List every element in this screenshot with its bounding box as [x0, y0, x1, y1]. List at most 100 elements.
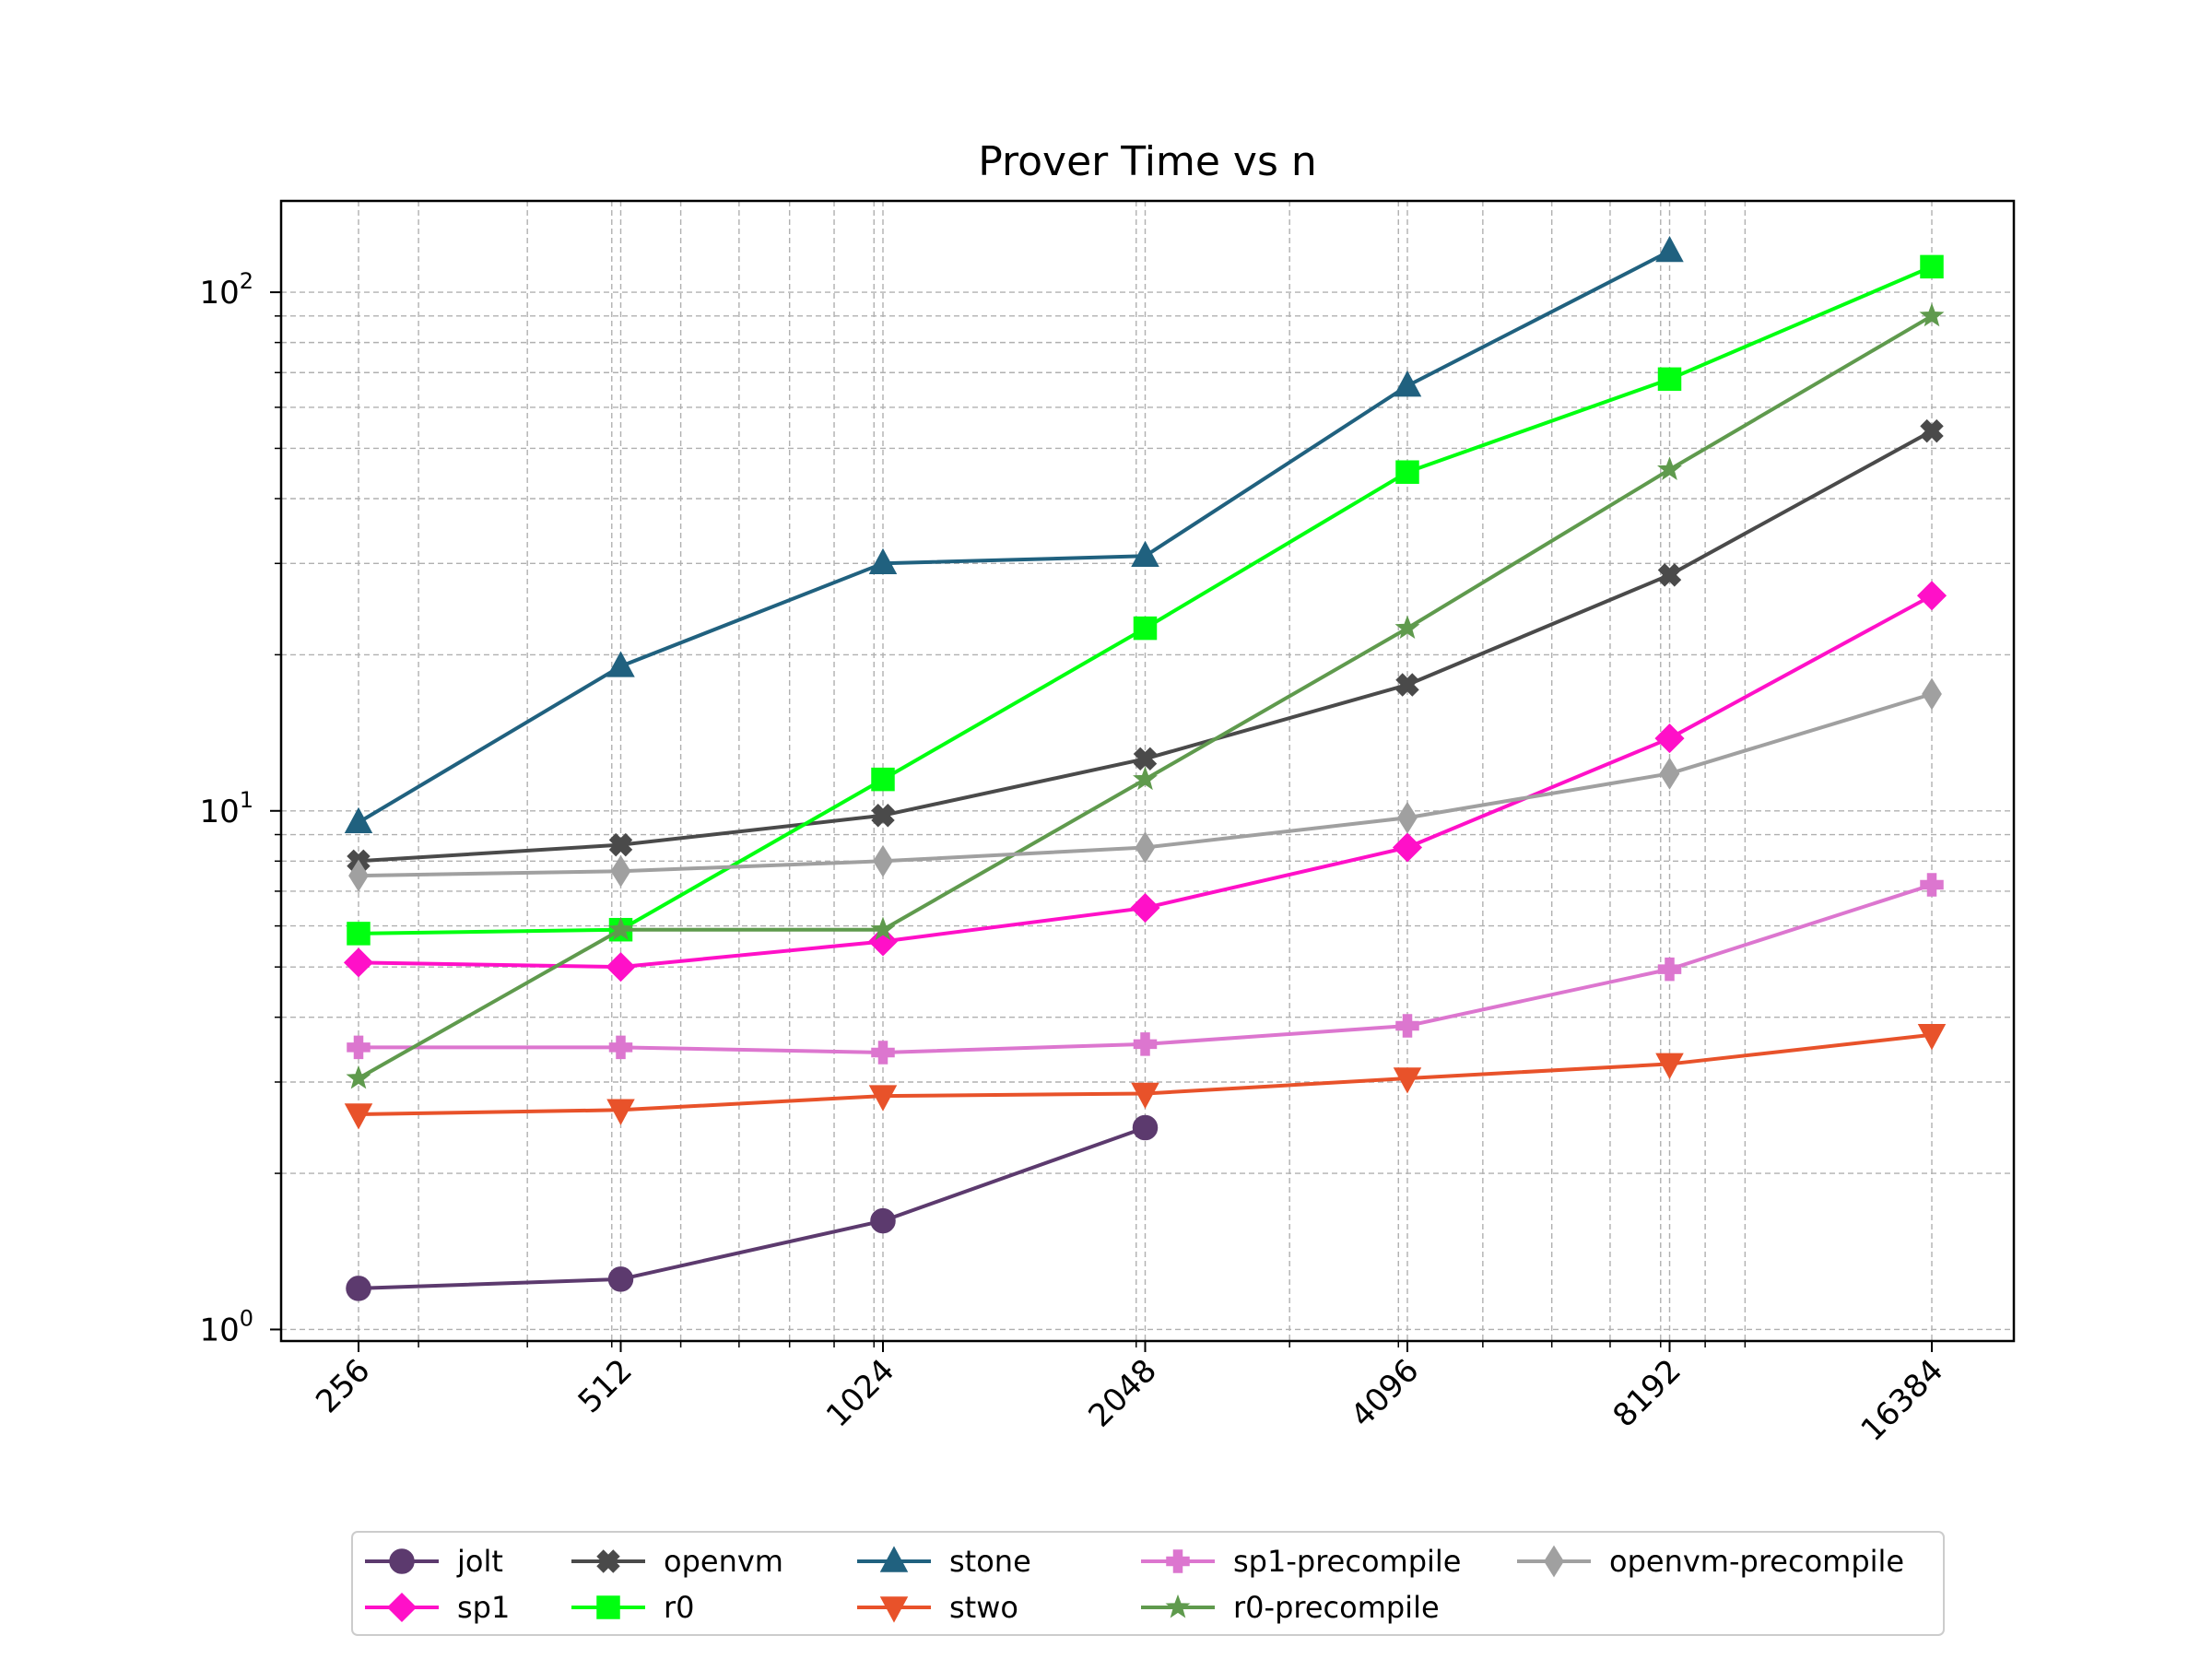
x-tick-label: 1024 [819, 1352, 901, 1434]
x-tick-label: 2048 [1081, 1352, 1163, 1434]
data-point-sp1 [1130, 892, 1160, 924]
data-point-stwo [1655, 1053, 1684, 1080]
data-point-sp1-precompile [347, 1035, 371, 1060]
data-point-stone [1655, 235, 1684, 263]
data-point-sp1 [867, 926, 899, 957]
legend-marker [596, 1549, 620, 1573]
data-point-openvm-precompile [610, 854, 631, 888]
legend-marker [1544, 1545, 1564, 1578]
chart-title: Prover Time vs n [978, 138, 1317, 185]
legend-label: stone [949, 1544, 1031, 1579]
grid-layer [281, 201, 2014, 1341]
data-point-stwo [1131, 1082, 1159, 1110]
data-point-openvm [1395, 673, 1419, 697]
legend-label: sp1 [457, 1590, 510, 1625]
series-openvm [347, 418, 1944, 874]
data-point-stwo [344, 1103, 373, 1130]
x-tick-label: 8192 [1606, 1352, 1688, 1434]
data-point-sp1 [1916, 581, 1947, 611]
data-point-openvm [1133, 747, 1158, 771]
series-layer [343, 235, 1947, 1301]
data-point-openvm-precompile [873, 844, 893, 877]
y-tick-label: 102 [199, 268, 253, 312]
data-point-jolt [607, 1266, 634, 1292]
x-tick-label: 512 [571, 1352, 640, 1420]
data-point-stwo [606, 1099, 635, 1125]
legend-marker [879, 1546, 909, 1572]
data-point-jolt [870, 1207, 896, 1234]
data-point-r0-precompile [1133, 766, 1158, 791]
legend-label: r0 [664, 1590, 695, 1625]
legend-box [351, 1531, 1945, 1636]
legend-label: jolt [456, 1544, 503, 1579]
data-point-stwo [1393, 1067, 1422, 1094]
legend-marker [879, 1596, 909, 1623]
series-stwo [344, 1023, 1947, 1130]
series-r0-precompile [346, 302, 1945, 1089]
x-tick-label: 16384 [1854, 1352, 1951, 1449]
legend-item-sp1-precompile: sp1-precompile [1141, 1544, 1461, 1579]
series-line-r0-precompile [358, 314, 1934, 1080]
data-point-r0 [1395, 460, 1419, 484]
data-point-sp1 [343, 947, 374, 978]
legend-label: openvm-precompile [1609, 1544, 1904, 1579]
data-point-r0 [347, 922, 371, 946]
data-point-openvm-precompile [1659, 757, 1680, 790]
legend-label: r0-precompile [1233, 1590, 1440, 1625]
legend-label: openvm [664, 1544, 783, 1579]
x-tick-label: 256 [309, 1352, 377, 1420]
legend-item-openvm: openvm [571, 1544, 783, 1579]
legend-label: stwo [949, 1590, 1018, 1625]
plot-frame [279, 199, 2016, 1343]
data-point-stone [606, 651, 635, 677]
legend-item-jolt: jolt [365, 1544, 503, 1579]
data-point-sp1-precompile [608, 1035, 633, 1060]
legend-item-sp1: sp1 [365, 1590, 510, 1625]
data-point-openvm-precompile [348, 859, 369, 892]
series-line-stone [357, 249, 1671, 825]
data-point-sp1 [606, 952, 636, 982]
data-point-openvm-precompile [1922, 677, 1942, 711]
legend: jolt sp1 openvm r0 stone stwo sp1-precompile r0… [351, 1531, 1945, 1636]
data-point-stone [868, 547, 898, 575]
data-point-sp1-precompile [1395, 1014, 1419, 1038]
legend-item-stwo: stwo [857, 1590, 1018, 1625]
data-point-stone [1131, 540, 1159, 568]
data-point-sp1-precompile [1133, 1032, 1158, 1056]
legend-item-openvm-precompile: openvm-precompile [1517, 1544, 1904, 1579]
axis-layer: 256 512 1024 2048 4096 8192 16384 100 101 102 [199, 268, 1950, 1449]
series-sp1 [343, 581, 1947, 982]
data-point-sp1-precompile [1920, 873, 1944, 897]
data-point-stone [344, 806, 373, 834]
data-point-r0 [1657, 367, 1682, 392]
legend-item-stone: stone [857, 1544, 1031, 1579]
data-point-r0-precompile [1919, 302, 1945, 327]
series-openvm-precompile [348, 677, 1942, 892]
data-point-r0-precompile [346, 1065, 371, 1089]
legend-marker [1166, 1549, 1190, 1573]
legend-marker [596, 1595, 620, 1619]
data-point-openvm [608, 832, 633, 857]
data-point-jolt [1132, 1114, 1159, 1141]
data-point-jolt [346, 1276, 371, 1301]
data-point-r0-precompile [1394, 615, 1420, 640]
data-point-r0-precompile [608, 916, 633, 941]
legend-label: sp1-precompile [1233, 1544, 1461, 1579]
data-point-r0 [1133, 616, 1158, 641]
data-point-r0-precompile [1657, 456, 1682, 480]
data-point-stwo [1917, 1023, 1947, 1051]
data-point-openvm [1920, 418, 1944, 443]
data-point-openvm [871, 803, 895, 828]
data-point-r0-precompile [870, 916, 896, 941]
series-line-jolt [358, 1125, 1147, 1290]
series-sp1-precompile [347, 873, 1944, 1065]
data-point-openvm-precompile [1135, 831, 1156, 864]
data-point-sp1 [1654, 724, 1685, 754]
data-point-sp1-precompile [1657, 957, 1682, 982]
data-point-openvm-precompile [1397, 801, 1418, 834]
series-stone [344, 235, 1684, 834]
y-tick-label: 100 [199, 1305, 253, 1348]
data-point-r0 [1920, 254, 1944, 279]
